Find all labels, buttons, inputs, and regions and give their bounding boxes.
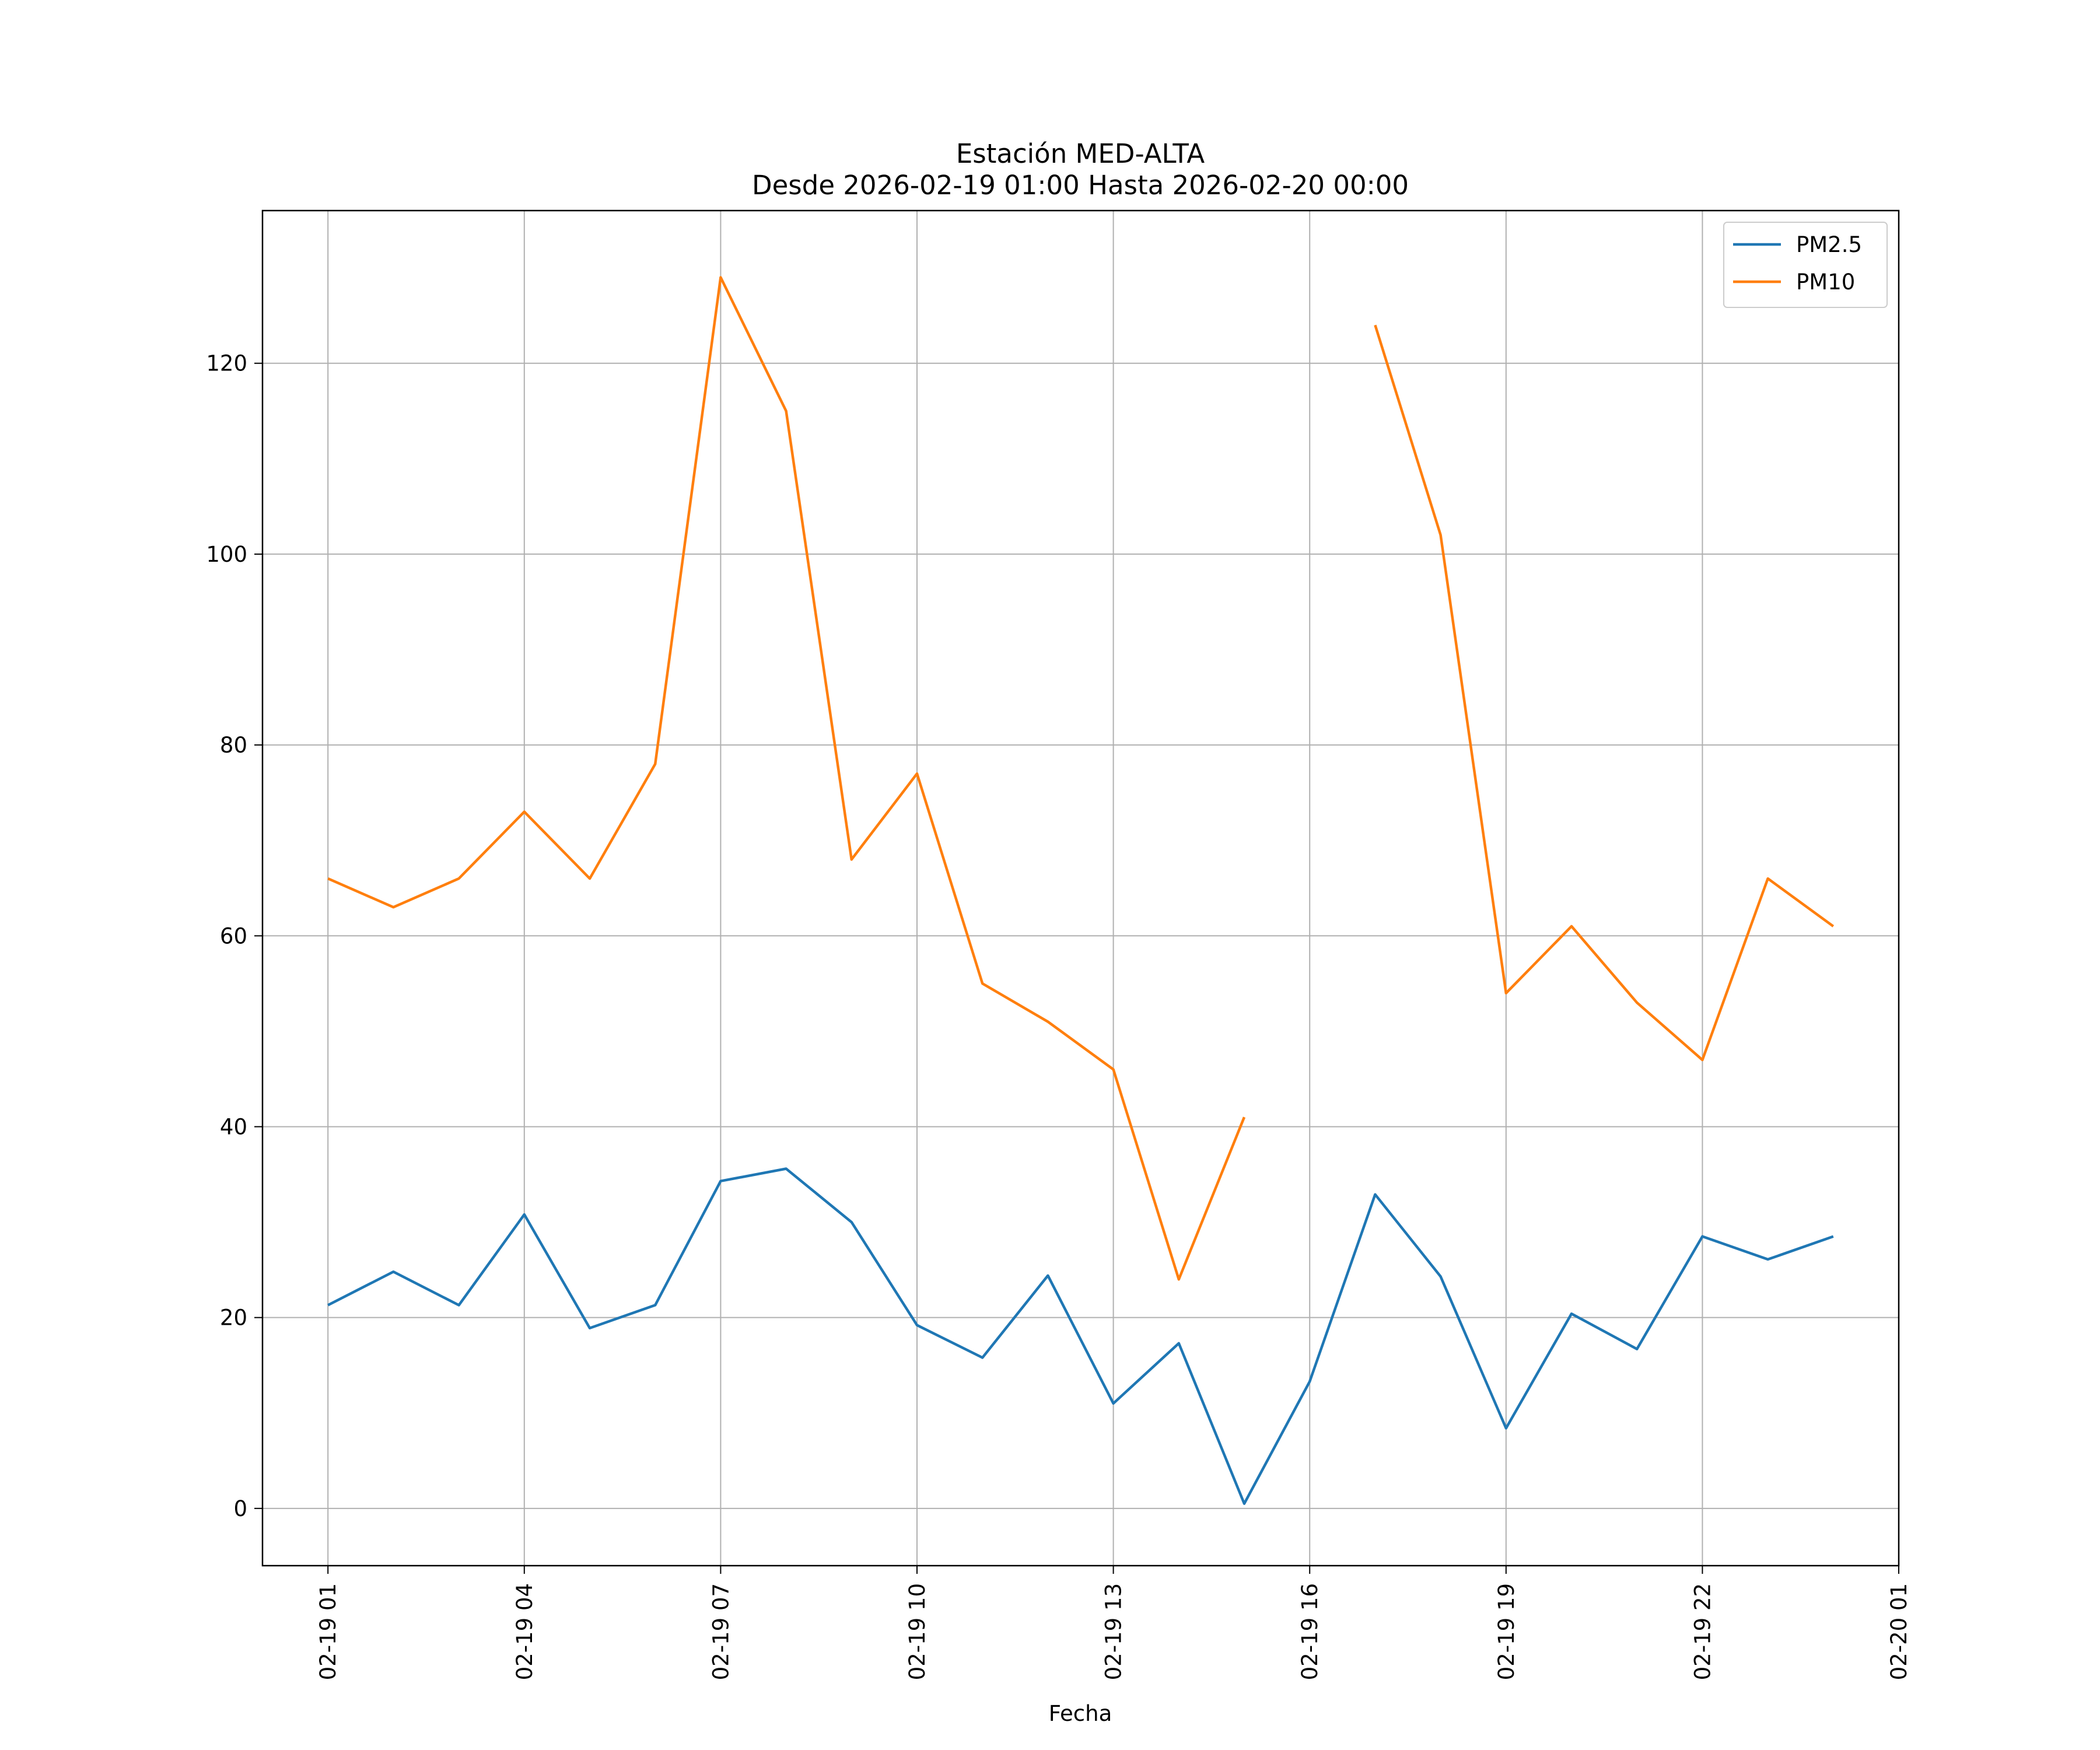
x-tick-label: 02-20 01 <box>1887 1583 1912 1680</box>
chart-subtitle: Desde 2026-02-19 01:00 Hasta 2026-02-20 … <box>752 170 1409 201</box>
chart-title: Estación MED-ALTA <box>956 138 1205 169</box>
x-tick-label: 02-19 16 <box>1297 1583 1322 1680</box>
y-tick-label: 80 <box>220 733 247 758</box>
y-tick-label: 40 <box>220 1114 247 1139</box>
y-tick-label: 60 <box>220 923 247 949</box>
plot-frame <box>261 209 1900 1567</box>
grid-layer <box>262 211 1899 1566</box>
y-tick-label: 0 <box>233 1496 247 1521</box>
x-tick-label: 02-19 01 <box>316 1583 341 1680</box>
y-tick-label: 20 <box>220 1306 247 1331</box>
legend: PM2.5 PM10 <box>1723 222 1888 308</box>
x-tick-label: 02-19 13 <box>1101 1583 1126 1680</box>
x-tick-label: 02-19 19 <box>1494 1583 1519 1680</box>
x-axis-label: Fecha <box>1049 1701 1112 1726</box>
series-pm10 <box>327 276 1835 1281</box>
series-line <box>327 1167 1834 1505</box>
legend-label: PM2.5 <box>1796 232 1862 257</box>
series-pm2-5 <box>327 1167 1834 1505</box>
x-tick-label: 02-19 07 <box>708 1583 733 1680</box>
y-tick-label: 120 <box>206 351 247 376</box>
x-tick-label: 02-19 22 <box>1690 1583 1715 1680</box>
series-line <box>327 276 1246 1281</box>
x-tick-label: 02-19 10 <box>905 1583 930 1680</box>
x-tick-label: 02-19 04 <box>512 1583 537 1680</box>
y-tick-label: 100 <box>206 542 247 567</box>
legend-label: PM10 <box>1796 270 1855 295</box>
axes-layer <box>261 209 1900 1567</box>
series-layer <box>327 276 1835 1505</box>
ticks-layer: 0 20 40 60 80 100 120 02-19 01 02-19 04 02-19 07 0… <box>206 351 1912 1681</box>
series-line <box>1374 324 1835 1062</box>
